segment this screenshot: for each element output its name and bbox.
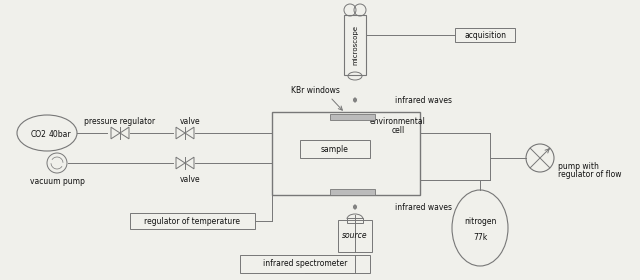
Text: acquisition: acquisition [464,31,506,39]
Text: regulator of temperature: regulator of temperature [144,216,240,225]
Text: environmental: environmental [370,116,426,125]
Text: microscope: microscope [352,25,358,65]
Text: infrared spectrometer: infrared spectrometer [263,260,347,269]
Bar [338,220,372,252]
Text: nitrogen: nitrogen [464,218,496,227]
Text: 77k: 77k [473,232,487,241]
Text: cell: cell [392,125,404,134]
Bar [330,114,375,120]
Text: pressure regulator: pressure regulator [84,116,156,125]
Text: regulator of flow: regulator of flow [558,169,621,179]
Text: vacuum pump: vacuum pump [29,176,84,186]
Text: CO2: CO2 [31,130,47,139]
Text: sample: sample [321,144,349,153]
Bar [300,140,370,158]
Bar [330,189,375,195]
Text: infrared waves: infrared waves [395,95,452,104]
Text: 40bar: 40bar [49,130,71,139]
Text: KBr windows: KBr windows [291,85,339,95]
Bar [240,255,370,273]
Bar [455,28,515,42]
Text: pump with: pump with [558,162,599,171]
Bar [347,218,363,223]
Bar [272,112,420,195]
Text: source: source [342,232,368,241]
Bar [130,213,255,229]
Bar [344,15,366,75]
Text: infrared waves: infrared waves [395,202,452,211]
Text: valve: valve [180,116,200,125]
Text: valve: valve [180,174,200,183]
